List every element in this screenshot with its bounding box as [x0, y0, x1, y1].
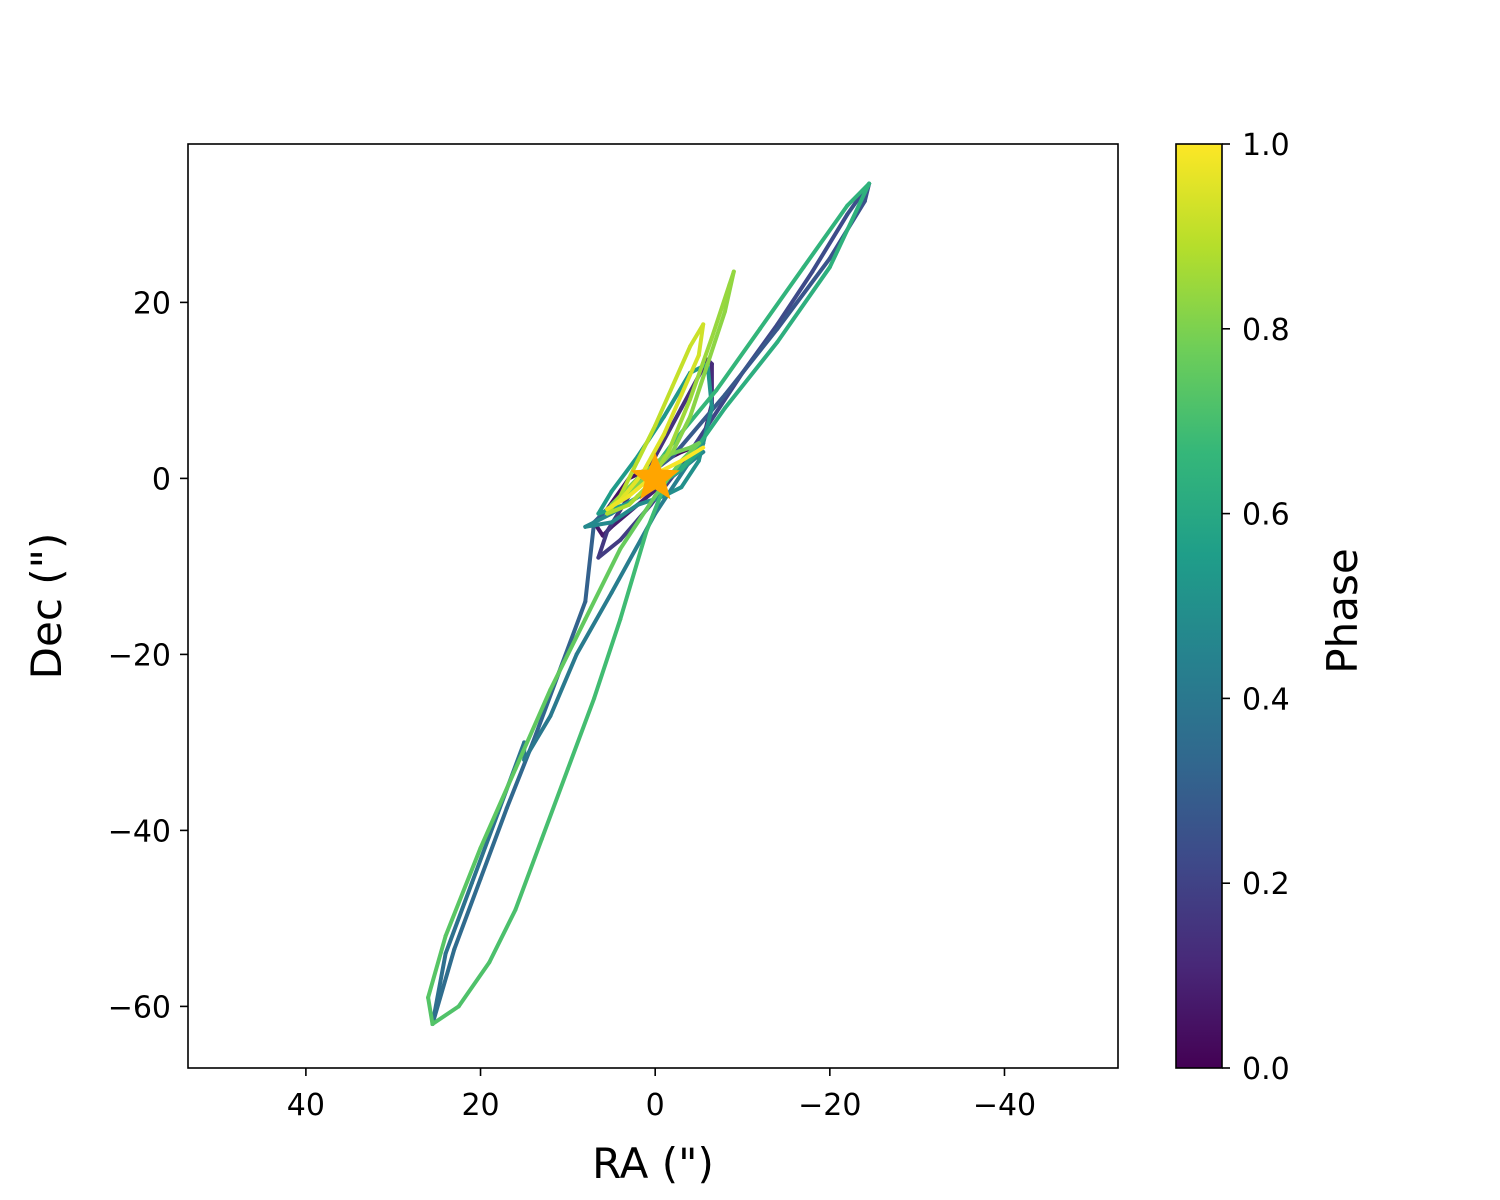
orbit-segment [443, 846, 483, 938]
y-tick-label: −60 [108, 990, 171, 1025]
orbit-segment [670, 392, 727, 459]
plot-background [188, 144, 1118, 1068]
colorbar-tick-label: 0.0 [1242, 1052, 1290, 1087]
colorbar-ticks: 0.0 0.2 0.4 0.6 0.8 1.0 [1222, 128, 1290, 1087]
orbit-segment [688, 362, 710, 419]
orbit-segment [679, 458, 701, 490]
orbit-segment [775, 256, 832, 331]
orbit-segment [605, 494, 631, 512]
orbit-segment [592, 617, 623, 701]
orbit-segment [618, 529, 649, 622]
orbit-segment [596, 538, 623, 560]
orbit-segment [696, 322, 706, 358]
orbit-segment [574, 590, 614, 657]
y-axis-label: Dec (") [22, 533, 71, 680]
orbit-segment [478, 806, 509, 881]
orbit-segment [661, 392, 684, 437]
orbit-segment [709, 282, 732, 340]
orbit-segment [583, 520, 614, 529]
colorbar-tick-label: 0.8 [1242, 313, 1290, 348]
orbit-segment [679, 406, 727, 472]
orbit-segment [775, 265, 832, 344]
orbit-segment [670, 414, 693, 454]
orbit-segment [705, 309, 727, 366]
orbit-segment [452, 876, 483, 952]
orbit-segment [679, 353, 701, 397]
orbit-segment [426, 995, 435, 1026]
colorbar-label: Phase [1318, 548, 1367, 673]
orbit-segment [670, 344, 693, 388]
orbit-segment [618, 472, 645, 503]
plot-frame [187, 143, 1119, 1069]
orbit-segment [705, 362, 714, 410]
orbit-segment [539, 766, 570, 842]
orbit-segment [548, 617, 588, 692]
orbit-segment [666, 397, 693, 454]
x-tick-label: 20 [461, 1088, 499, 1123]
x-axis: 40 20 0 −20 −40 [287, 1068, 1036, 1123]
colorbar-tick-label: 1.0 [1242, 128, 1290, 163]
orbit-segment [635, 423, 658, 463]
orbit-segment [727, 269, 736, 287]
y-tick-label: −20 [108, 638, 171, 673]
orbit-segment [565, 696, 597, 771]
orbit-segment [583, 546, 623, 622]
orbit-segment [456, 960, 492, 1009]
orbit-segment [714, 326, 762, 393]
orbit-segment [605, 502, 631, 516]
orbit-segment [487, 907, 518, 965]
x-tick-label: −40 [973, 1088, 1036, 1123]
orbit-segment [723, 340, 780, 410]
y-tick-label: −40 [108, 814, 171, 849]
orbit-segment [618, 458, 640, 498]
orbit-segment [522, 714, 553, 762]
orbit-segment [609, 454, 640, 494]
orbit-segment [609, 502, 640, 525]
x-tick-label: −20 [798, 1088, 861, 1123]
orbit-segment [583, 520, 597, 604]
orbit-segment [605, 494, 631, 534]
orbit-segment [845, 181, 872, 208]
orbit-segment [644, 485, 666, 534]
orbit-segment [469, 810, 500, 886]
orbit-segment [618, 494, 658, 551]
orbit-segment [513, 687, 553, 771]
y-tick-label: 20 [133, 286, 171, 321]
orbit-segment [758, 265, 806, 331]
orbit-segment [653, 384, 675, 428]
orbit-segment [430, 951, 448, 1026]
host-star-layer [630, 452, 680, 500]
orbit-segment [653, 406, 684, 459]
orbit-segment [827, 181, 872, 270]
orbit-segment [679, 445, 706, 463]
y-axis: 20 0 −20 −40 −60 [108, 286, 188, 1025]
orbit-segment [430, 1004, 461, 1026]
orbit-segment [810, 212, 850, 274]
x-axis-label: RA (") [592, 1139, 714, 1188]
x-tick-label: 40 [287, 1088, 325, 1123]
orbit-segment [426, 934, 448, 1000]
x-tick-label: 0 [646, 1088, 665, 1123]
orbit-segment [801, 203, 850, 270]
orbit-segment [775, 269, 815, 327]
orbit-segment [443, 881, 474, 956]
orbit-segment [478, 766, 518, 850]
plot-area [187, 143, 1119, 1069]
colorbar-tick-label: 0.2 [1242, 867, 1290, 902]
colorbar-gradient [1175, 143, 1223, 1069]
orbit-segment [596, 529, 610, 560]
colorbar: 0.0 0.2 0.4 0.6 0.8 1.0 Phase [1175, 128, 1367, 1087]
orbit-segment [723, 326, 780, 397]
host-star-marker [630, 452, 680, 500]
orbit-segment [640, 432, 666, 476]
colorbar-tick-label: 0.6 [1242, 498, 1290, 533]
y-tick-label: 0 [152, 462, 171, 497]
orbit-segment [548, 652, 579, 718]
orbit-segment [513, 837, 544, 912]
colorbar-tick-label: 0.4 [1242, 682, 1290, 717]
orbit-segment [596, 489, 614, 516]
orbit-segment [688, 335, 714, 402]
